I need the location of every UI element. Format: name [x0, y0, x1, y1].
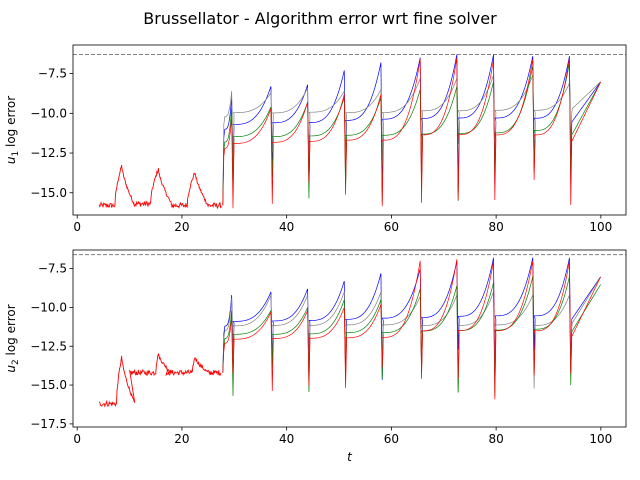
series-blue-line: [222, 54, 601, 206]
x-axis-label: t: [347, 450, 353, 464]
series-gray-line: [222, 75, 601, 206]
series-red-line: [222, 57, 601, 209]
series-blue-line: [222, 257, 601, 382]
x-tick-label: 40: [279, 220, 294, 234]
chart-title: Brussellator - Algorithm error wrt fine …: [143, 9, 497, 28]
x-tick-label: 80: [488, 432, 503, 446]
series-early-line: [98, 352, 222, 408]
plot-area: [73, 54, 626, 210]
x-tick-label: 40: [279, 432, 294, 446]
x-tick-label: 20: [174, 220, 189, 234]
y-tick-label: −17.5: [30, 417, 67, 431]
series-green-line: [222, 276, 601, 398]
y-tick-label: −15.0: [30, 186, 67, 200]
panel-u1: 0 20 40 60 80 100 −15.0 −12.5 −10.0 −7.5 u1 log er…: [4, 44, 627, 234]
series-gray-line: [222, 276, 601, 392]
y-tick-label: −12.5: [30, 339, 67, 353]
axes-frame: [72, 44, 627, 216]
y-tick-label: −7.5: [38, 67, 67, 81]
x-tick-label: 0: [73, 220, 81, 234]
series-red-line: [222, 259, 601, 400]
panel-u2: 0 20 40 60 80 100 −17.5 −15.0 −12.5 −10.0 −7.5 u2 l…: [4, 249, 627, 464]
x-tick-label: 80: [488, 220, 503, 234]
y-axis-label: u2 log error: [4, 304, 21, 372]
x-tick-label: 0: [73, 432, 81, 446]
y-tick-label: −10.0: [30, 300, 67, 314]
series-green-line: [222, 62, 601, 206]
y-tick-label: −10.0: [30, 106, 67, 120]
x-tick-label: 60: [384, 432, 399, 446]
x-tick-label: 100: [589, 220, 612, 234]
axes-frame: [72, 249, 627, 428]
y-axis-label: u1 log error: [4, 96, 21, 164]
series-early-line: [98, 164, 222, 210]
x-tick-label: 100: [589, 432, 612, 446]
y-tick-label: −12.5: [30, 146, 67, 160]
x-tick-label: 60: [384, 220, 399, 234]
y-tick-label: −15.0: [30, 378, 67, 392]
plot-area: [73, 254, 626, 408]
x-tick-label: 20: [174, 432, 189, 446]
y-tick-label: −7.5: [38, 262, 67, 276]
